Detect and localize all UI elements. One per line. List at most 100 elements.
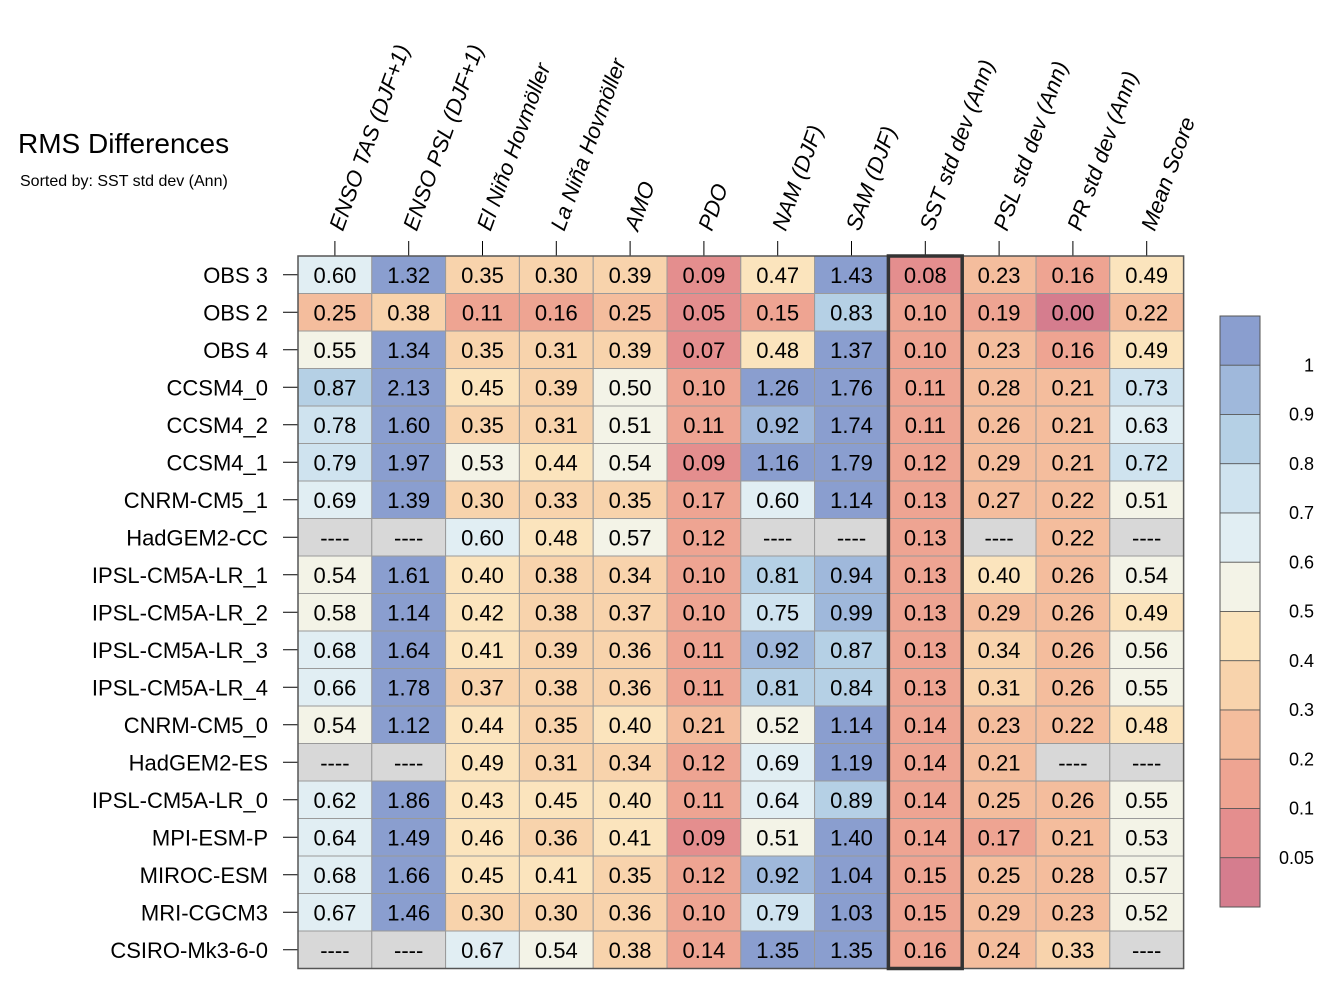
heatmap-cell (666, 480, 742, 519)
heatmap-cell (1109, 293, 1185, 332)
heatmap-cell (445, 293, 520, 332)
cell-value: 0.16 (1051, 263, 1094, 288)
cell-value: 0.17 (978, 825, 1021, 850)
cell-value: 0.16 (535, 300, 578, 325)
col-label-amo: AMO (619, 178, 660, 236)
cell-value: 0.94 (830, 563, 873, 588)
colorbar-band (1219, 512, 1261, 563)
cell-value: 0.11 (683, 788, 724, 813)
heatmap-cell (445, 593, 520, 632)
cell-value: 0.11 (905, 375, 946, 400)
cell-value: 0.10 (682, 375, 725, 400)
cell-value: 0.55 (1125, 675, 1168, 700)
cell-value: 0.81 (756, 563, 799, 588)
colorbar-band (1219, 808, 1261, 859)
heatmap-cell (1035, 368, 1111, 407)
cell-value: ---- (320, 938, 349, 963)
heatmap-cell (666, 705, 742, 744)
row-label-ccsm4-2: CCSM4_2 (167, 413, 268, 438)
heatmap-cell (887, 518, 963, 557)
heatmap-cell (1035, 893, 1111, 932)
cell-value: 0.45 (535, 788, 578, 813)
heatmap-cell (887, 555, 963, 594)
cell-value: 0.30 (535, 900, 578, 925)
heatmap-cell (1035, 518, 1111, 557)
cell-value: 0.49 (461, 750, 504, 775)
cell-value: 0.33 (1051, 938, 1094, 963)
col-label-pr-std-dev-ann: PR std dev (Ann) (1062, 68, 1143, 234)
heatmap-cell (961, 293, 1037, 332)
cell-value: 1.37 (830, 338, 873, 363)
cell-value: 0.92 (756, 638, 799, 663)
colorbar-label: 1 (1304, 355, 1314, 375)
cell-value: 0.41 (461, 638, 504, 663)
heatmap-cell (518, 630, 594, 669)
row-label-mri-cgcm3: MRI-CGCM3 (141, 900, 268, 925)
cell-value: ---- (1132, 750, 1161, 775)
cell-value: 0.36 (609, 675, 652, 700)
cell-value: 0.67 (313, 900, 356, 925)
heatmap-cell (518, 780, 594, 819)
cell-value: 0.42 (461, 600, 504, 625)
heatmap-cell (371, 630, 447, 669)
cell-value: 0.40 (461, 563, 504, 588)
cell-value: ---- (837, 525, 866, 550)
col-label-mean-score: Mean Score (1136, 114, 1200, 234)
heatmap-cell (518, 593, 594, 632)
cell-value: 0.54 (609, 450, 652, 475)
row-label-ipsl-cm5a-lr-4: IPSL-CM5A-LR_4 (92, 675, 268, 700)
heatmap-cell (518, 893, 594, 932)
cell-value: 1.86 (387, 788, 430, 813)
heatmap-cell (371, 743, 447, 782)
cell-value: 0.44 (535, 450, 578, 475)
row-label-hadgem2-cc: HadGEM2-CC (126, 525, 268, 550)
heatmap-cell (518, 930, 594, 969)
cell-value: 0.21 (1051, 825, 1094, 850)
heatmap-cell (592, 480, 668, 519)
cell-value: 0.51 (609, 413, 652, 438)
heatmap-cell (592, 743, 668, 782)
cell-value: 0.11 (905, 413, 946, 438)
cell-value: 0.13 (904, 525, 947, 550)
colorbar-label: 0.9 (1289, 405, 1314, 425)
cell-value: 0.31 (535, 413, 578, 438)
cell-value: 0.35 (609, 863, 652, 888)
cell-value: 0.39 (535, 638, 578, 663)
row-label-obs-2: OBS 2 (203, 300, 268, 325)
heatmap-cell (740, 555, 816, 594)
col-label-psl-std-dev-ann: PSL std dev (Ann) (988, 58, 1072, 234)
row-label-ipsl-cm5a-lr-0: IPSL-CM5A-LR_0 (92, 788, 268, 813)
cell-value: 0.28 (1051, 863, 1094, 888)
heatmap-cell (1109, 480, 1185, 519)
heatmap-cell (666, 443, 742, 482)
heatmap-cell (740, 593, 816, 632)
cell-value: 0.12 (682, 525, 725, 550)
heatmap-cell (297, 293, 373, 332)
cell-value: 0.14 (904, 750, 947, 775)
heatmap-cell (1109, 818, 1185, 857)
row-label-ccsm4-1: CCSM4_1 (167, 450, 268, 475)
heatmap-cell (666, 630, 742, 669)
heatmap-cell (297, 255, 373, 294)
col-label-sst-std-dev-ann: SST std dev (Ann) (915, 56, 1000, 233)
cell-value: 0.79 (313, 450, 356, 475)
heatmap-cell (961, 555, 1037, 594)
cell-value: 0.21 (682, 713, 725, 738)
cell-value: 0.37 (461, 675, 504, 700)
heatmap-cell (1109, 930, 1185, 969)
cell-value: 0.12 (904, 450, 947, 475)
cell-value: 0.56 (1125, 638, 1168, 663)
cell-value: 0.41 (609, 825, 652, 850)
cell-value: 0.64 (313, 825, 356, 850)
heatmap-cell (740, 855, 816, 894)
heatmap-cell (1035, 743, 1111, 782)
heatmap-cell (371, 293, 447, 332)
colorbar-label: 0.6 (1289, 552, 1314, 572)
heatmap-cell (740, 893, 816, 932)
cell-value: 0.15 (904, 863, 947, 888)
row-label-miroc-esm: MIROC-ESM (140, 863, 268, 888)
cell-value: 1.43 (830, 263, 873, 288)
cell-value: 0.31 (535, 750, 578, 775)
cell-value: 0.09 (682, 450, 725, 475)
cell-value: 0.62 (313, 788, 356, 813)
